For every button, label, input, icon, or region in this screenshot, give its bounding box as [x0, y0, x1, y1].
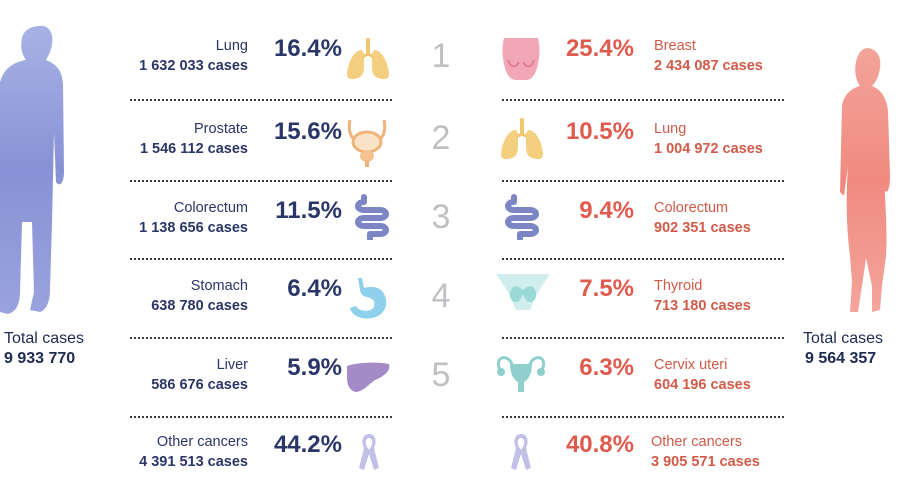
female-row-colorectum: Colorectum 902 351 cases — [654, 199, 814, 259]
cancer-cases: 4 391 513 cases — [139, 454, 248, 470]
male-percent: 15.6% — [273, 118, 342, 145]
cancer-name: Lung — [215, 38, 248, 54]
rank-number: 5 — [431, 356, 451, 394]
row-divider — [502, 258, 784, 260]
male-figure — [0, 25, 64, 314]
female-row-thyroid: Thyroid 713 180 cases — [654, 277, 814, 337]
male-row-prostate: Prostate 1 546 112 cases — [100, 120, 248, 180]
male-row-other: Other cancers 4 391 513 cases — [100, 433, 248, 493]
female-percent: 10.5% — [565, 118, 634, 145]
row-divider — [502, 337, 784, 339]
ribbon-icon — [511, 434, 531, 470]
cancer-cases: 3 905 571 cases — [651, 454, 760, 470]
male-percent: 44.2% — [273, 431, 342, 458]
uterus-icon — [496, 356, 546, 392]
male-percent: 6.4% — [287, 275, 342, 302]
liver-icon — [347, 362, 390, 392]
row-divider — [130, 416, 392, 418]
female-percent: 6.3% — [579, 354, 634, 381]
lungs-icon — [347, 38, 389, 80]
cancer-cases: 1 632 033 cases — [139, 58, 248, 74]
cancer-name: Colorectum — [173, 200, 248, 216]
female-row-cervix: Cervix uteri 604 196 cases — [654, 356, 814, 416]
cancer-cases: 638 780 cases — [151, 298, 248, 314]
male-row-liver: Liver 586 676 cases — [100, 356, 248, 416]
female-row-breast: Breast 2 434 087 cases — [654, 37, 814, 97]
female-percent: 7.5% — [579, 275, 634, 302]
row-divider — [502, 99, 784, 101]
cancer-cases: 1 546 112 cases — [139, 141, 248, 157]
cancer-name: Other cancers — [156, 434, 248, 450]
female-total-label: Total cases — [803, 330, 884, 347]
rank-number: 3 — [431, 198, 451, 236]
prostate-icon — [347, 119, 387, 167]
cancer-name: Liver — [216, 357, 248, 373]
cancer-cases: 713 180 cases — [654, 298, 751, 314]
intestine-icon — [505, 194, 539, 240]
female-figure — [840, 48, 890, 312]
female-percent: 25.4% — [565, 35, 634, 62]
male-row-lung: Lung 1 632 033 cases — [100, 37, 248, 97]
cancer-cases: 1 004 972 cases — [654, 141, 763, 157]
row-divider — [130, 99, 392, 101]
cancer-cases: 604 196 cases — [654, 377, 751, 393]
cancer-cases: 2 434 087 cases — [654, 58, 763, 74]
rank-number: 4 — [431, 277, 451, 315]
stomach-icon — [350, 278, 387, 319]
row-divider — [130, 258, 392, 260]
thyroid-icon — [496, 274, 550, 310]
cancer-name: Cervix uteri — [654, 357, 728, 373]
row-divider — [130, 337, 392, 339]
female-row-other: Other cancers 3 905 571 cases — [651, 433, 811, 493]
intestine-icon — [355, 194, 389, 240]
cancer-name: Stomach — [190, 278, 248, 294]
row-divider — [502, 416, 784, 418]
cancer-name: Colorectum — [654, 200, 729, 216]
rank-number: 1 — [431, 37, 451, 75]
male-percent: 16.4% — [273, 35, 342, 62]
female-percent: 9.4% — [579, 197, 634, 224]
male-percent: 5.9% — [287, 354, 342, 381]
cancer-cases: 586 676 cases — [151, 377, 248, 393]
male-row-colorectum: Colorectum 1 138 656 cases — [100, 199, 248, 259]
cancer-name: Prostate — [194, 121, 248, 137]
breast-icon — [502, 38, 540, 80]
male-total-label: Total cases — [4, 330, 85, 347]
cancer-cases: 902 351 cases — [654, 220, 751, 236]
cancer-name: Thyroid — [654, 278, 703, 294]
female-percent: 40.8% — [565, 431, 634, 458]
male-row-stomach: Stomach 638 780 cases — [100, 277, 248, 337]
rank-number: 2 — [431, 119, 451, 157]
row-divider — [502, 180, 784, 182]
cancer-cases: 1 138 656 cases — [139, 220, 248, 236]
male-total-value: 9 933 770 — [4, 350, 76, 367]
female-row-lung: Lung 1 004 972 cases — [654, 120, 814, 180]
cancer-name: Lung — [654, 121, 687, 137]
cancer-name: Breast — [654, 38, 696, 54]
female-total-value: 9 564 357 — [805, 350, 877, 367]
male-percent: 11.5% — [275, 197, 342, 224]
ribbon-icon — [359, 434, 379, 470]
cancer-name: Other cancers — [651, 434, 743, 450]
lungs-icon — [501, 118, 543, 160]
row-divider — [130, 180, 392, 182]
